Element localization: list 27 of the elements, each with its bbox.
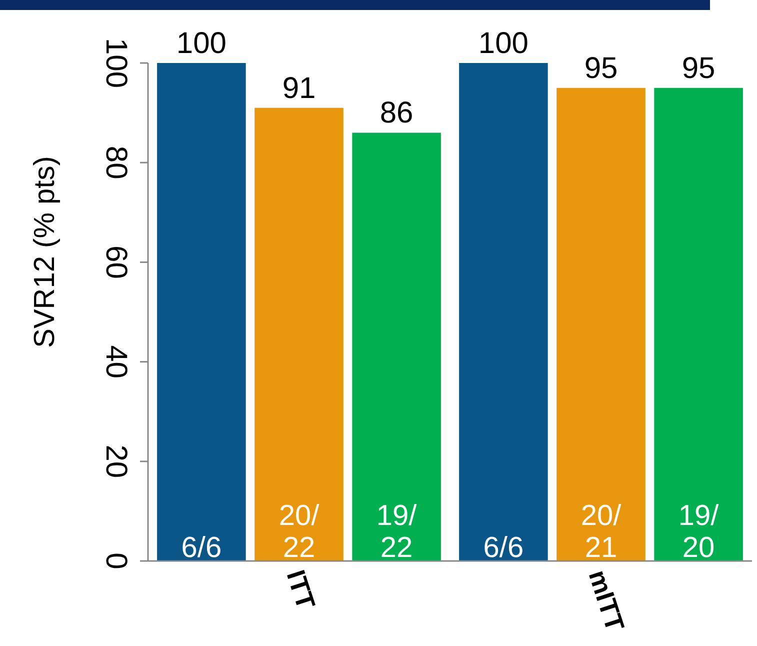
data-label: 86	[380, 96, 414, 130]
annotation: 6/6	[483, 532, 524, 564]
bar	[254, 108, 344, 561]
annotation: 20/ 21	[580, 500, 622, 564]
annotation: 19/ 20	[678, 500, 720, 564]
bar	[352, 132, 441, 561]
y-tick-label: 0	[100, 552, 132, 570]
bar	[157, 63, 246, 561]
x-tick-label: mITT	[582, 566, 630, 635]
y-tick-label: 80	[100, 146, 132, 180]
y-tick-label: 100	[100, 38, 132, 88]
data-label: 95	[584, 52, 618, 85]
y-axis-title: SVR12 (% pts)	[29, 156, 61, 348]
bar	[654, 88, 743, 561]
annotation: 19/ 22	[376, 500, 418, 564]
x-tick-label: ITT	[280, 566, 322, 613]
y-tick-label: 20	[100, 444, 132, 478]
y-tick-label: 60	[100, 246, 132, 279]
data-label: 95	[682, 52, 716, 85]
data-label: 91	[282, 72, 316, 105]
bar	[459, 63, 548, 561]
data-label: 100	[478, 27, 528, 60]
annotation: 6/6	[181, 532, 222, 564]
data-label: 100	[176, 27, 226, 60]
annotation: 20/ 22	[278, 500, 320, 564]
bar	[556, 88, 646, 561]
y-tick-label: 40	[100, 345, 132, 378]
